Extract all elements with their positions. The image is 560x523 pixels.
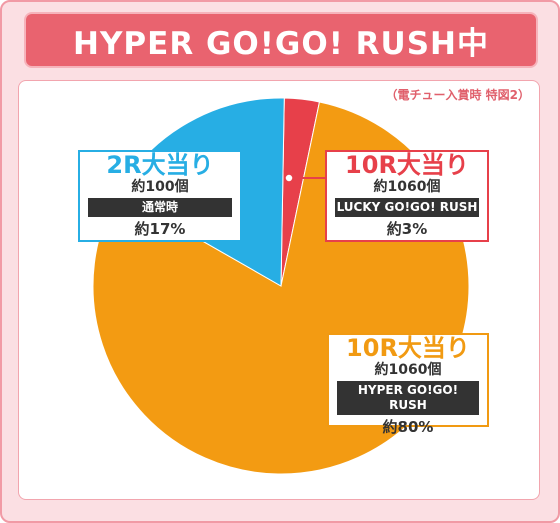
slice-label-10r-lucky-mode: LUCKY GO!GO! RUSH <box>335 198 479 217</box>
slice-label-10r-hyper-balls: 約1060個 <box>374 362 442 378</box>
slice-label-2r-mode: 通常時 <box>88 198 232 217</box>
slice-label-10r-hyper-title: 10R大当り <box>346 334 470 362</box>
slice-label-10r-hyper: 10R大当り 約1060個 HYPER GO!GO! RUSH 約80% <box>327 333 489 436</box>
slice-label-10r-lucky-title: 10R大当り <box>345 151 469 179</box>
slice-label-2r-balls: 約100個 <box>131 179 189 195</box>
connector-dot <box>284 173 294 183</box>
slice-label-2r: 2R大当り 約100個 通常時 約17% <box>78 150 242 242</box>
slice-label-10r-hyper-mode: HYPER GO!GO! RUSH <box>337 381 479 415</box>
slice-label-10r-hyper-percent: 約80% <box>382 418 434 436</box>
slice-label-10r-lucky-percent: 約3% <box>386 220 428 238</box>
chart-note: （電チュー入賞時 特図2） <box>385 88 530 102</box>
page-title: HYPER GO!GO! RUSH中 <box>24 12 538 68</box>
slice-label-10r-lucky-balls: 約1060個 <box>373 179 441 195</box>
slice-label-2r-title: 2R大当り <box>106 151 214 179</box>
slice-label-2r-percent: 約17% <box>134 220 186 238</box>
slice-label-10r-lucky: 10R大当り 約1060個 LUCKY GO!GO! RUSH 約3% <box>325 150 489 242</box>
